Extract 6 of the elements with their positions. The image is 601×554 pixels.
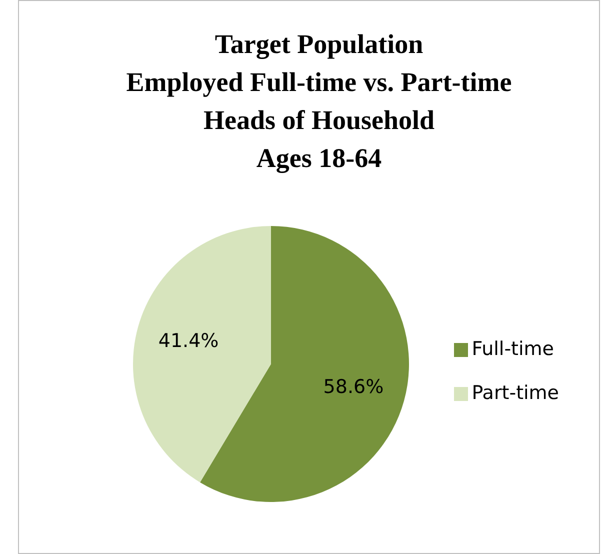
chart-title: Target Population Employed Full-time vs. Part-time Heads of Household Ages 18-64: [125, 28, 513, 175]
legend-label: Full-time: [472, 338, 554, 360]
data-label: 41.4%: [158, 330, 219, 352]
data-label: 58.6%: [323, 376, 384, 398]
pie-slice: [133, 226, 271, 482]
legend-label: Part-time: [472, 382, 559, 404]
